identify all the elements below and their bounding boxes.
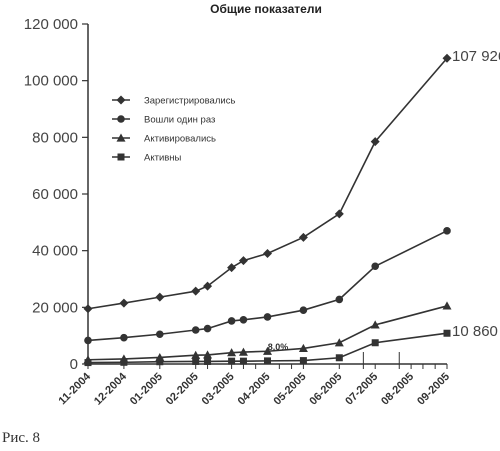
x-tick-label: 06-2005 xyxy=(307,371,344,408)
data-point xyxy=(238,256,248,266)
x-tick-label: 03-2005 xyxy=(200,371,237,408)
legend-marker xyxy=(117,153,125,161)
x-tick-label: 11-2004 xyxy=(57,370,94,407)
data-point xyxy=(442,53,452,63)
data-point xyxy=(298,232,308,242)
data-point xyxy=(443,227,451,235)
series-4 xyxy=(84,329,451,367)
x-tick-label: 12-2004 xyxy=(92,370,130,408)
x-tick-label: 08-2005 xyxy=(379,371,416,408)
data-point xyxy=(228,357,236,365)
data-point xyxy=(203,324,212,333)
series-line xyxy=(87,332,448,364)
x-tick-label: 09-2005 xyxy=(415,371,452,408)
data-point xyxy=(203,281,213,291)
y-tick-label: 40 000 xyxy=(32,243,78,260)
data-point xyxy=(156,330,164,339)
data-point xyxy=(263,313,272,321)
data-point xyxy=(263,249,272,258)
data-point xyxy=(334,209,344,219)
data-point xyxy=(370,320,380,329)
series-line xyxy=(87,305,448,361)
data-point xyxy=(239,316,248,324)
data-point xyxy=(263,346,272,355)
legend-label: Активны xyxy=(144,153,182,164)
data-point xyxy=(335,354,343,362)
data-point xyxy=(191,326,200,334)
y-tick-label: 120 000 xyxy=(24,16,78,33)
y-tick-label: 60 000 xyxy=(32,186,78,203)
figure-caption: Рис. 8 xyxy=(2,430,41,446)
y-axis: 0 20 000 40 000 60 000 80 000 100 000 120 000 xyxy=(24,16,89,373)
data-point xyxy=(119,298,129,308)
legend-item: Активны xyxy=(112,153,182,164)
x-tick-label: 05-2005 xyxy=(271,371,308,408)
data-point xyxy=(334,338,344,347)
legend-item: Активировались xyxy=(112,133,216,145)
legend-item: Вошли один раз xyxy=(112,115,215,126)
data-point xyxy=(191,286,201,296)
data-point xyxy=(120,358,128,366)
data-point xyxy=(442,301,452,310)
x-tick-label: 01-2005 xyxy=(128,371,165,408)
data-point xyxy=(203,350,213,359)
data-point xyxy=(335,295,344,304)
y-tick-label: 0 xyxy=(70,356,78,373)
data-point xyxy=(204,357,212,365)
data-point xyxy=(299,306,308,314)
chart-title: Общие показатели xyxy=(210,2,322,16)
data-point xyxy=(227,317,236,325)
legend-marker xyxy=(117,115,125,123)
data-point xyxy=(84,336,92,345)
data-point xyxy=(264,357,271,365)
data-point xyxy=(83,304,93,314)
end-label-active: 10 860 xyxy=(452,323,498,340)
legend-label: Зарегистрировались xyxy=(144,96,235,107)
data-point xyxy=(120,333,128,342)
data-point xyxy=(443,329,451,337)
end-label-registered: 107 926 xyxy=(452,48,500,65)
series-3 xyxy=(83,301,452,364)
data-point xyxy=(299,357,307,365)
y-tick-label: 20 000 xyxy=(32,299,78,316)
x-tick-label: 04-2005 xyxy=(236,371,273,408)
y-tick-label: 100 000 xyxy=(24,73,78,90)
data-point xyxy=(84,359,92,367)
x-tick-label: 02-2005 xyxy=(164,371,201,408)
series-line xyxy=(87,230,448,342)
legend-marker xyxy=(116,133,126,142)
legend-label: Активировались xyxy=(144,134,216,145)
data-point xyxy=(191,350,201,359)
legend: Зарегистрировались Вошли один раз Активиро… xyxy=(112,95,235,164)
legend-item: Зарегистрировались xyxy=(112,95,235,107)
data-point xyxy=(155,292,165,302)
data-point xyxy=(370,137,380,147)
data-point xyxy=(371,339,379,347)
plot-area xyxy=(83,53,452,367)
data-point xyxy=(227,348,237,357)
series-line xyxy=(87,57,448,310)
legend-label: Вошли один раз xyxy=(144,115,215,126)
data-point xyxy=(238,347,248,356)
data-point xyxy=(298,343,308,353)
data-point xyxy=(371,262,380,271)
series-1 xyxy=(83,53,452,314)
y-tick-label: 80 000 xyxy=(32,129,78,146)
series-2 xyxy=(84,227,451,345)
data-point xyxy=(192,357,200,365)
data-point xyxy=(239,357,247,365)
data-point xyxy=(156,358,164,366)
x-tick-label: 07-2005 xyxy=(343,371,380,408)
annotation-8-percent: 8,0% xyxy=(268,342,289,352)
legend-marker xyxy=(116,95,126,105)
data-point xyxy=(227,263,237,273)
